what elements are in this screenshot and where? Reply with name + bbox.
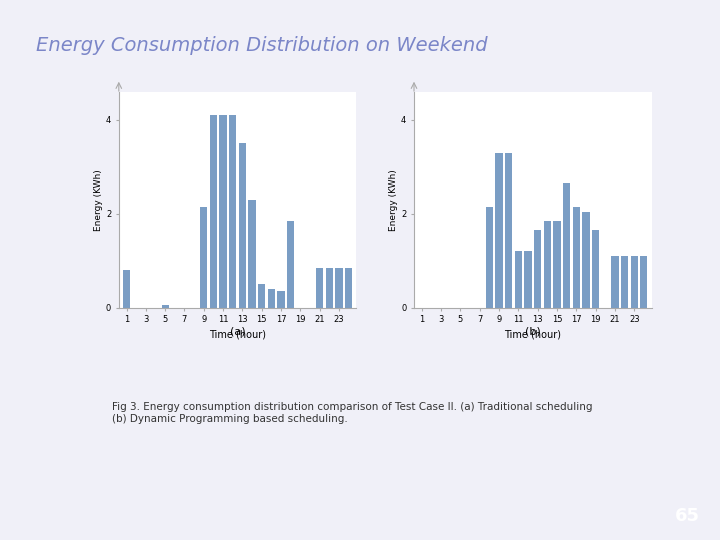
Text: Fig 3. Energy consumption distribution comparison of Test Case II. (a) Tradition: Fig 3. Energy consumption distribution c… xyxy=(112,402,592,424)
Bar xyxy=(554,221,561,308)
Bar xyxy=(268,289,275,308)
Bar xyxy=(505,153,512,308)
Bar xyxy=(544,221,551,308)
Bar xyxy=(161,306,168,308)
Bar xyxy=(486,207,493,308)
Bar xyxy=(524,252,531,308)
Bar xyxy=(582,212,590,308)
Y-axis label: Energy (KWh): Energy (KWh) xyxy=(94,169,103,231)
Bar xyxy=(515,252,522,308)
Bar xyxy=(200,207,207,308)
Bar xyxy=(336,268,343,308)
Text: Energy Consumption Distribution on Weekend: Energy Consumption Distribution on Weeke… xyxy=(36,36,487,56)
Text: 65: 65 xyxy=(675,507,700,525)
Bar xyxy=(258,285,266,308)
Bar xyxy=(287,221,294,308)
Bar xyxy=(325,268,333,308)
Bar xyxy=(611,256,618,308)
Text: (b): (b) xyxy=(525,327,541,337)
Bar xyxy=(220,115,227,308)
Bar xyxy=(210,115,217,308)
Bar xyxy=(563,184,570,308)
Bar xyxy=(631,256,638,308)
Bar xyxy=(621,256,628,308)
Y-axis label: Energy (KWh): Energy (KWh) xyxy=(390,169,398,231)
Bar xyxy=(229,115,236,308)
Text: (a): (a) xyxy=(230,327,246,337)
Bar xyxy=(316,268,323,308)
X-axis label: Time (hour): Time (hour) xyxy=(209,330,266,340)
Bar xyxy=(277,292,284,308)
Bar xyxy=(239,144,246,308)
Bar xyxy=(495,153,503,308)
Bar xyxy=(592,231,599,308)
Bar xyxy=(640,256,647,308)
X-axis label: Time (hour): Time (hour) xyxy=(504,330,562,340)
Bar xyxy=(248,200,256,308)
Bar xyxy=(123,270,130,308)
Bar xyxy=(345,268,352,308)
Bar xyxy=(534,231,541,308)
Bar xyxy=(572,207,580,308)
